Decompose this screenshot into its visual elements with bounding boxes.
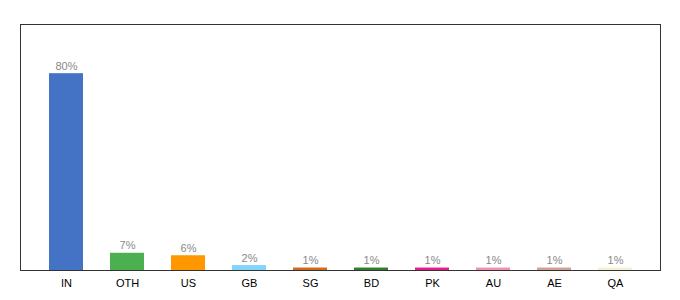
svg-text:QA: QA xyxy=(608,277,625,289)
svg-text:1%: 1% xyxy=(364,254,380,266)
svg-text:IN: IN xyxy=(61,277,72,289)
svg-text:PK: PK xyxy=(425,277,440,289)
svg-text:1%: 1% xyxy=(425,254,441,266)
svg-text:1%: 1% xyxy=(303,254,319,266)
svg-text:6%: 6% xyxy=(181,242,197,254)
svg-text:US: US xyxy=(181,277,196,289)
svg-text:SG: SG xyxy=(303,277,319,289)
svg-text:2%: 2% xyxy=(242,252,258,264)
svg-text:7%: 7% xyxy=(120,239,136,251)
svg-text:BD: BD xyxy=(364,277,379,289)
svg-text:1%: 1% xyxy=(608,254,624,266)
svg-text:1%: 1% xyxy=(486,254,502,266)
svg-text:AE: AE xyxy=(547,277,562,289)
svg-text:GB: GB xyxy=(242,277,258,289)
svg-text:OTH: OTH xyxy=(116,277,139,289)
svg-text:AU: AU xyxy=(486,277,501,289)
svg-text:1%: 1% xyxy=(547,254,563,266)
svg-text:80%: 80% xyxy=(55,60,77,72)
